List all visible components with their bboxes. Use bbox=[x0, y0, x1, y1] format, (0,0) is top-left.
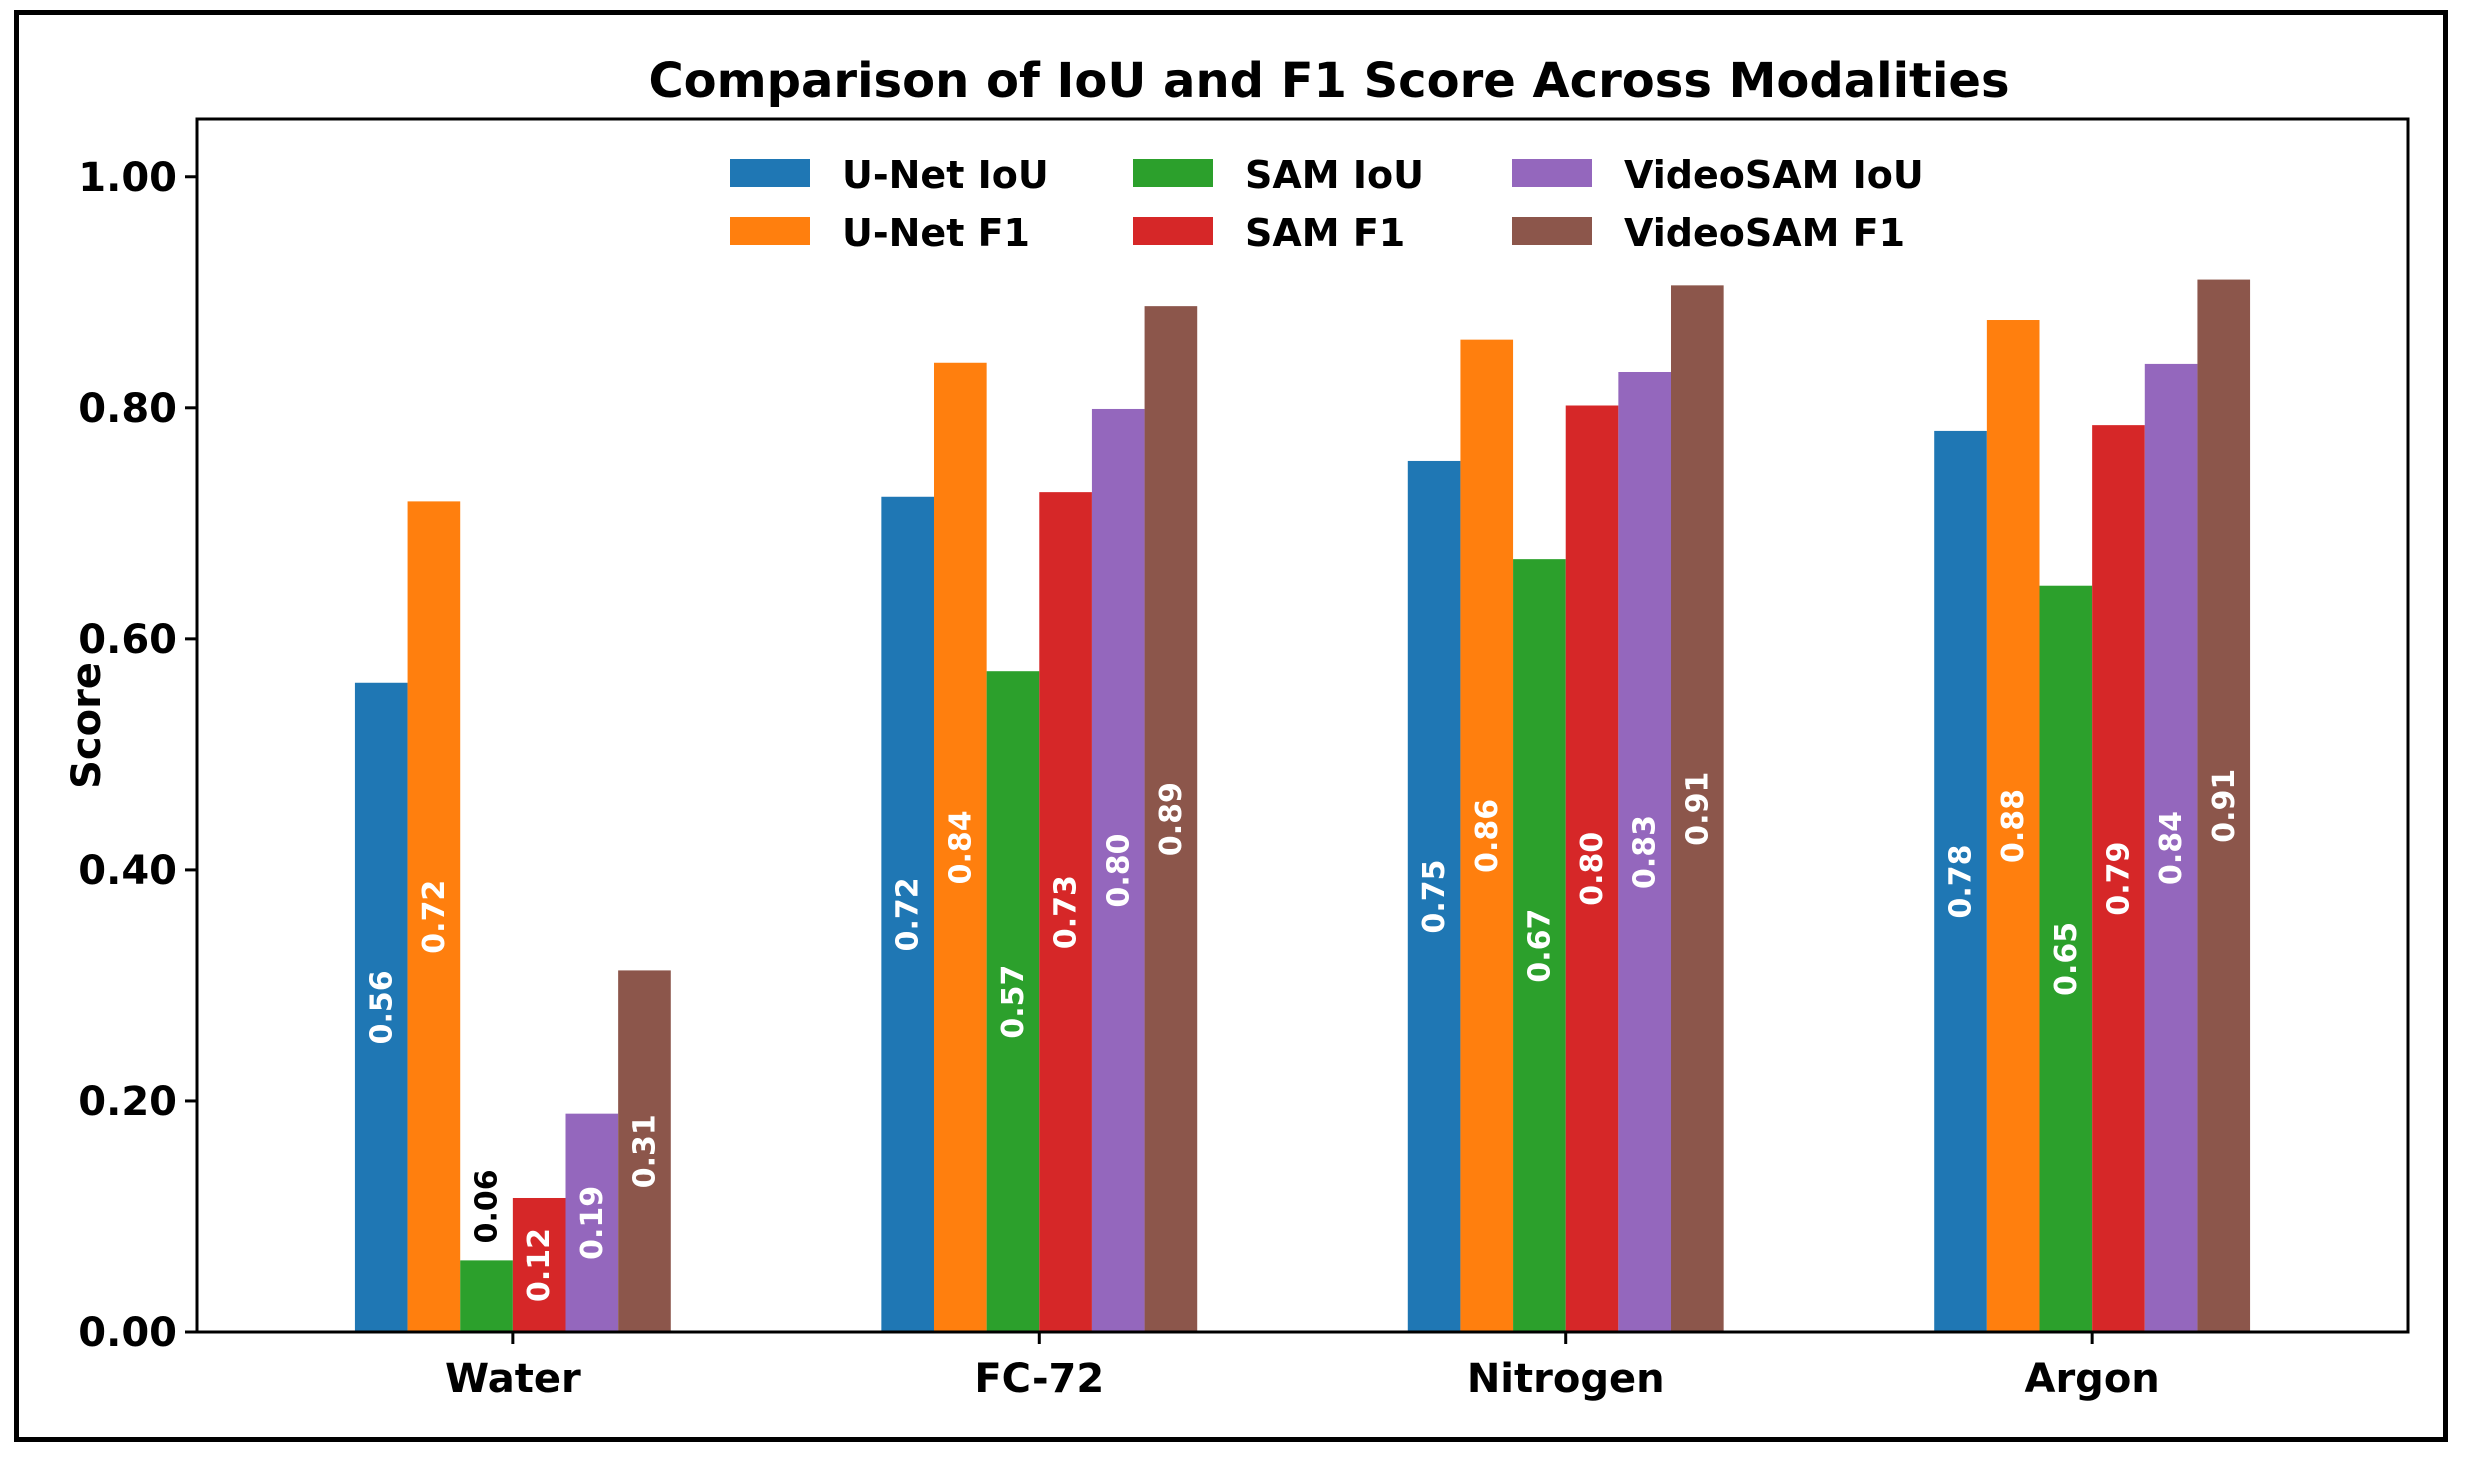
bar-value-label: 0.67 bbox=[1522, 909, 1557, 983]
legend-swatch bbox=[1133, 159, 1213, 187]
bar-value-label: 0.72 bbox=[417, 880, 452, 954]
y-tick-label: 0.60 bbox=[78, 617, 177, 663]
bar-value-label: 0.80 bbox=[1101, 833, 1136, 907]
legend-label: SAM IoU bbox=[1245, 153, 1424, 197]
bar-value-label: 0.78 bbox=[1944, 844, 1979, 918]
legend-swatch bbox=[1512, 159, 1592, 187]
y-tick-label: 0.00 bbox=[78, 1310, 177, 1356]
bar-value-label: 0.79 bbox=[2101, 842, 2136, 916]
y-tick-label: 0.20 bbox=[78, 1079, 177, 1125]
legend-label: VideoSAM IoU bbox=[1624, 153, 1924, 197]
y-tick-label: 0.80 bbox=[78, 386, 177, 432]
x-tick-label: Nitrogen bbox=[1467, 1356, 1665, 1402]
legend-swatch bbox=[730, 159, 810, 187]
bar-value-label: 0.57 bbox=[996, 965, 1031, 1039]
legend-label: U-Net F1 bbox=[842, 211, 1030, 255]
bar-value-label: 0.88 bbox=[1996, 789, 2031, 863]
legend-swatch bbox=[730, 217, 810, 245]
bar-value-label: 0.72 bbox=[891, 877, 926, 951]
bar bbox=[460, 1260, 513, 1332]
legend-label: VideoSAM F1 bbox=[1624, 211, 1905, 255]
y-tick-label: 0.40 bbox=[78, 848, 177, 894]
legend-swatch bbox=[1133, 217, 1213, 245]
x-tick-label: Argon bbox=[2025, 1356, 2160, 1402]
legend-swatch bbox=[1512, 217, 1592, 245]
bar-value-label: 0.89 bbox=[1154, 782, 1189, 856]
bar-value-label: 0.91 bbox=[1680, 772, 1715, 846]
y-axis-label: Score bbox=[64, 662, 110, 789]
bar-value-label: 0.31 bbox=[627, 1114, 662, 1188]
bar-value-label: 0.65 bbox=[2049, 922, 2084, 996]
bar-value-label: 0.56 bbox=[364, 970, 399, 1044]
bar-value-label: 0.80 bbox=[1575, 832, 1610, 906]
bar-value-label: 0.75 bbox=[1417, 859, 1452, 933]
bars-group: 0.56 0.72 0.75 0.78 0.72 0.84 0.86 0.88 0.06 0.57… bbox=[355, 280, 2250, 1332]
bar-value-label: 0.83 bbox=[1628, 815, 1663, 889]
y-tick-label: 1.00 bbox=[78, 155, 177, 201]
legend-label: SAM F1 bbox=[1245, 211, 1405, 255]
bar-value-label: 0.91 bbox=[2207, 769, 2242, 843]
legend: U-Net IoU U-Net F1 SAM IoU SAM F1 VideoSAM I… bbox=[730, 153, 1924, 255]
x-tick-label: Water bbox=[445, 1356, 581, 1402]
legend-label: U-Net IoU bbox=[842, 153, 1049, 197]
bar-value-label: 0.86 bbox=[1470, 799, 1505, 873]
chart-title: Comparison of IoU and F1 Score Across Mo… bbox=[648, 53, 2009, 109]
bar-value-label: 0.06 bbox=[470, 1169, 505, 1243]
bar-value-label: 0.84 bbox=[943, 810, 978, 884]
bar-value-label: 0.19 bbox=[575, 1186, 610, 1260]
bar-value-label: 0.84 bbox=[2154, 811, 2189, 885]
x-tick-label: FC-72 bbox=[974, 1356, 1104, 1402]
bar-value-label: 0.73 bbox=[1049, 875, 1084, 949]
bar-value-label: 0.12 bbox=[522, 1228, 557, 1302]
